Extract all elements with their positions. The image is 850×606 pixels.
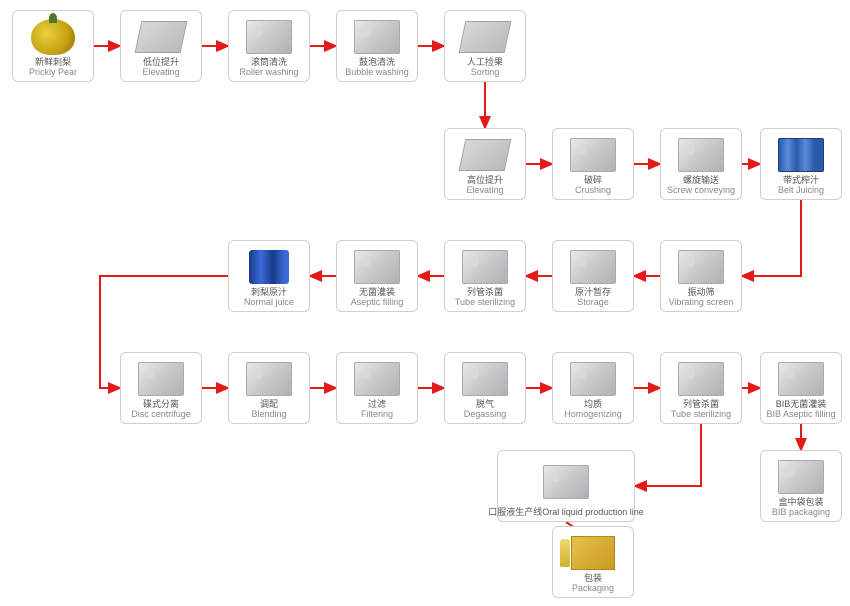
node-label-en: Blending (251, 410, 286, 420)
process-node-n19: 均质Homogenizing (552, 352, 634, 424)
node-label-en: Homogenizing (564, 410, 622, 420)
process-node-n8: 螺旋输送Screw conveying (660, 128, 742, 200)
process-node-n12: 列管杀菌Tube sterilizing (444, 240, 526, 312)
node-label-en: Tube sterilizing (671, 410, 731, 420)
machine-icon (763, 357, 839, 400)
belt-icon (447, 133, 523, 176)
machine-icon (339, 245, 415, 288)
machine-icon (763, 455, 839, 498)
node-label-en: Belt Juicing (778, 186, 824, 196)
machine-icon (447, 357, 523, 400)
process-node-n11: 原汁暂存Storage (552, 240, 634, 312)
process-node-n9: 带式榨汁Belt Juicing (760, 128, 842, 200)
machine-icon (663, 357, 739, 400)
flow-edge (742, 200, 801, 276)
barrel-icon (231, 245, 307, 288)
process-node-n24: 包装Packaging (552, 526, 634, 598)
node-label-cn: 口服液生产线Oral liquid production line (488, 508, 644, 518)
node-label-en: Normal juice (244, 298, 294, 308)
process-node-n10: 振动筛Vibrating screen (660, 240, 742, 312)
process-node-n4: 鼓泡清洗Bubble washing (336, 10, 418, 82)
machine-icon (663, 245, 739, 288)
process-node-n16: 调配Blending (228, 352, 310, 424)
node-label-en: Vibrating screen (669, 298, 734, 308)
machine-icon (447, 245, 523, 288)
bottle-box-icon (555, 531, 631, 574)
process-node-n22: 口服液生产线Oral liquid production line (497, 450, 635, 522)
process-node-n17: 过滤Filtering (336, 352, 418, 424)
process-node-n15: 碟式分离Disc centrifuge (120, 352, 202, 424)
machine-icon (231, 15, 307, 58)
belt-icon (123, 15, 199, 58)
machine-icon (663, 133, 739, 176)
pear-icon (15, 15, 91, 58)
node-label-en: Prickly Pear (29, 68, 77, 78)
machine-icon (123, 357, 199, 400)
process-node-n3: 滚筒清洗Roller washing (228, 10, 310, 82)
node-label-en: Roller washing (239, 68, 298, 78)
machine-icon (555, 245, 631, 288)
node-label-en: Crushing (575, 186, 611, 196)
node-label-en: BIB Aseptic filling (766, 410, 835, 420)
machine-icon (231, 357, 307, 400)
process-node-n6: 高位提升Elevating (444, 128, 526, 200)
machine-icon (339, 357, 415, 400)
machine-icon (555, 133, 631, 176)
machine-icon (339, 15, 415, 58)
machine-icon (555, 357, 631, 400)
node-label-en: Elevating (142, 68, 179, 78)
node-label-en: Tube sterilizing (455, 298, 515, 308)
node-label-en: Sorting (471, 68, 500, 78)
node-label-en: Elevating (466, 186, 503, 196)
node-label-en: Bubble washing (345, 68, 409, 78)
process-node-n2: 低位提升Elevating (120, 10, 202, 82)
node-label-en: Filtering (361, 410, 393, 420)
process-node-n18: 脱气Degassing (444, 352, 526, 424)
process-node-n13: 无菌灌装Aseptic filling (336, 240, 418, 312)
node-label-en: Storage (577, 298, 609, 308)
flow-edge (635, 424, 701, 486)
node-label-en: Degassing (464, 410, 507, 420)
press-icon (763, 133, 839, 176)
node-label-en: Disc centrifuge (131, 410, 191, 420)
process-node-n1: 新鲜刺梨Prickly Pear (12, 10, 94, 82)
process-node-n20: 列管杀菌Tube sterilizing (660, 352, 742, 424)
process-node-n21: BIB无菌灌装BIB Aseptic filling (760, 352, 842, 424)
node-label-en: Aseptic filling (351, 298, 404, 308)
process-node-n23: 盒中袋包装BIB packaging (760, 450, 842, 522)
process-node-n14: 刺梨原汁Normal juice (228, 240, 310, 312)
machine-icon (500, 455, 632, 508)
process-node-n5: 人工捡果Sorting (444, 10, 526, 82)
belt-icon (447, 15, 523, 58)
node-label-en: Packaging (572, 584, 614, 594)
node-label-en: Screw conveying (667, 186, 735, 196)
node-label-en: BIB packaging (772, 508, 830, 518)
process-node-n7: 破碎Crushing (552, 128, 634, 200)
